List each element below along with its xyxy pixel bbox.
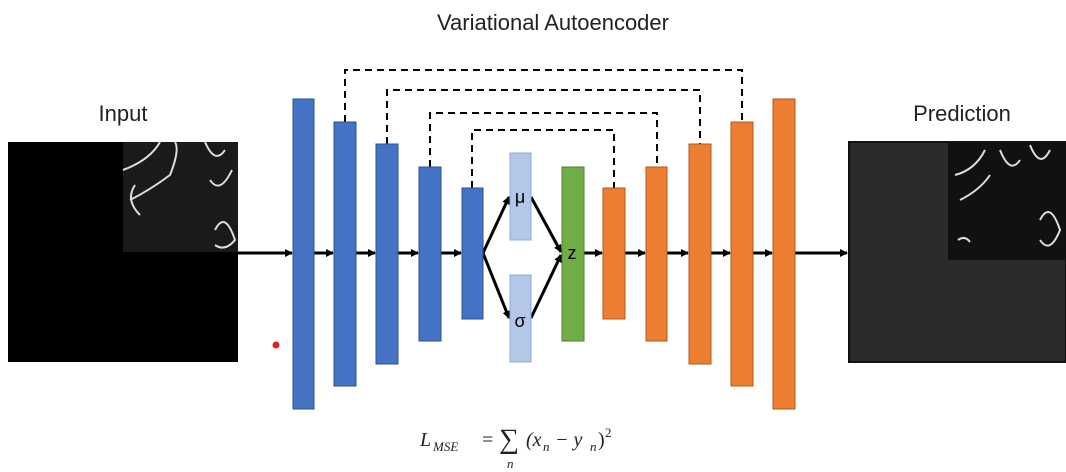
- title: Variational Autoencoder: [437, 10, 669, 35]
- formula-body-open: (x: [526, 429, 542, 451]
- sigma-label: σ: [514, 311, 525, 331]
- arrows: [238, 197, 847, 318]
- formula-lhs: L: [419, 429, 431, 451]
- formula-x-sub: n: [543, 439, 550, 454]
- output-label: Prediction: [913, 101, 1011, 126]
- z-label: z: [568, 243, 577, 263]
- diagram: Variational Autoencoder Input Prediction: [0, 0, 1066, 472]
- formula-sum: ∑: [499, 424, 519, 455]
- formula-equals: =: [482, 429, 493, 451]
- prediction-image: [849, 142, 1066, 362]
- input-label: Input: [99, 101, 148, 126]
- formula-body-close: ): [598, 429, 605, 451]
- formula-power: 2: [605, 425, 612, 440]
- red-dot: [273, 342, 280, 349]
- loss-formula: L MSE = ∑ n (x n − y n ) 2: [419, 424, 612, 471]
- formula-sum-sub: n: [507, 456, 514, 471]
- mu-label: μ: [515, 187, 525, 207]
- formula-minus: − y: [550, 429, 582, 451]
- formula-y-sub: n: [590, 439, 597, 454]
- input-image: [8, 142, 238, 362]
- skip-connections: [345, 70, 742, 188]
- formula-lhs-sub: MSE: [432, 439, 458, 454]
